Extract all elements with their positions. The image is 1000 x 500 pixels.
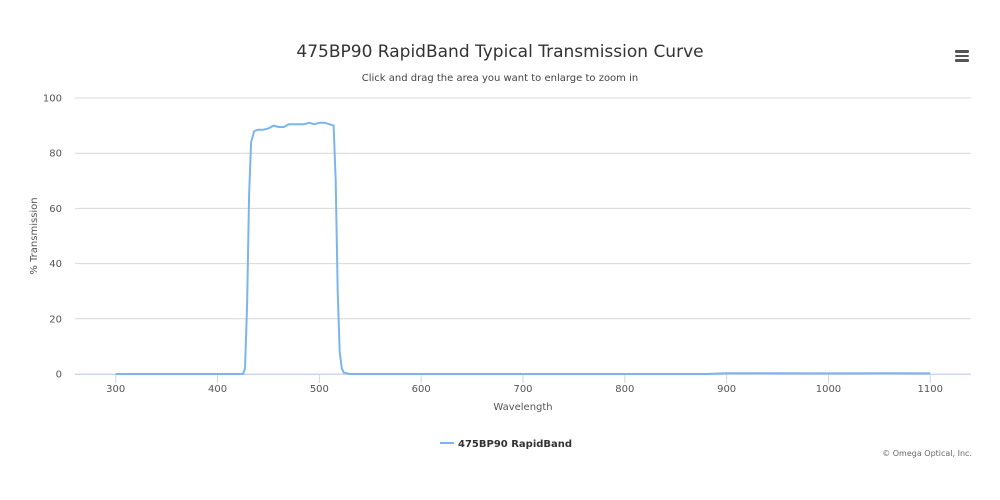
context-menu-button[interactable] — [952, 48, 972, 66]
series-group[interactable] — [115, 121, 931, 375]
x-tick-label: 1000 — [816, 384, 841, 395]
x-axis: 300 400 500 600 700 800 900 1000 1100 — [75, 374, 971, 395]
x-tick-label: 800 — [615, 384, 634, 395]
y-tick-label: 80 — [49, 149, 62, 160]
hamburger-menu-icon — [955, 50, 969, 53]
x-tick-label: 900 — [717, 384, 736, 395]
y-tick-label: 0 — [56, 370, 62, 381]
x-tick-label: 400 — [208, 384, 227, 395]
grid-lines — [75, 97, 971, 375]
x-tick-label: 300 — [106, 384, 125, 395]
y-axis-title: % Transmission — [29, 197, 40, 274]
y-tick-label: 40 — [49, 259, 62, 270]
hamburger-menu-icon-bar — [955, 54, 969, 57]
legend-item-label[interactable]: 475BP90 RapidBand — [458, 439, 572, 450]
y-axis: 0 20 40 60 80 100 — [43, 94, 62, 381]
chart-subtitle: Click and drag the area you want to enla… — [361, 73, 639, 84]
series-line[interactable] — [115, 121, 931, 375]
x-tick-label: 700 — [513, 384, 532, 395]
legend[interactable]: 475BP90 RapidBand — [440, 439, 572, 450]
credits-text[interactable]: © Omega Optical, Inc. — [882, 449, 972, 458]
chart-title: 475BP90 RapidBand Typical Transmission C… — [296, 42, 704, 62]
hamburger-menu-icon-bar — [955, 59, 969, 62]
y-tick-label: 60 — [49, 204, 62, 215]
x-axis-title: Wavelength — [493, 402, 552, 413]
x-tick-label: 600 — [412, 384, 431, 395]
x-tick-label: 1100 — [918, 384, 943, 395]
y-tick-label: 20 — [49, 314, 62, 325]
y-tick-label: 100 — [43, 94, 62, 105]
x-tick-label: 500 — [310, 384, 329, 395]
